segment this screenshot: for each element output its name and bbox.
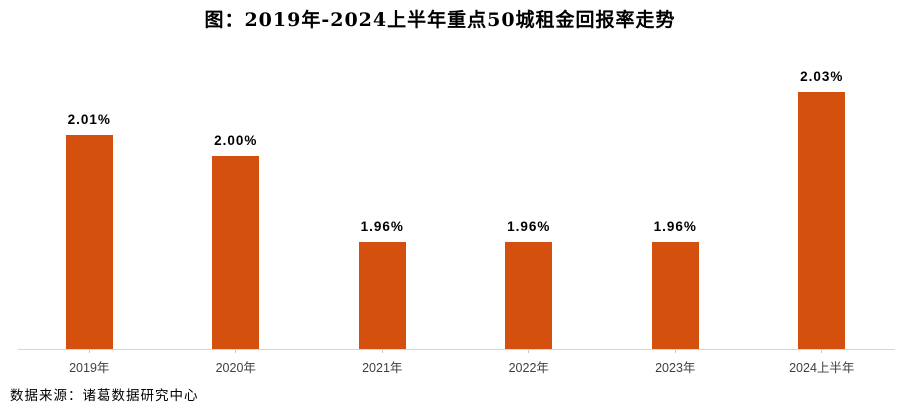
x-axis-slot: 2021年 (309, 350, 456, 376)
bar (212, 156, 260, 349)
x-axis-row: 2019年 2020年 2021年 2022年 2023年 2024上半年 (16, 350, 895, 376)
chart-title: 图：2019年-2024上半年重点50城租金回报率走势 (204, 9, 676, 31)
x-axis-tick (528, 350, 530, 353)
x-axis-label: 2023年 (655, 361, 696, 375)
x-axis-tick (821, 350, 823, 353)
bar (798, 91, 846, 349)
x-axis-label: 2022年 (508, 361, 549, 375)
bar-slot: 2.00% (163, 60, 310, 349)
bar-value-label: 1.96% (653, 218, 697, 234)
x-axis-line (18, 349, 895, 350)
bar (651, 241, 699, 349)
x-axis-slot: 2024上半年 (749, 350, 896, 376)
x-axis-slot: 2020年 (163, 350, 310, 376)
bar-slot: 1.96% (309, 60, 456, 349)
bar-value-label: 1.96% (360, 218, 404, 234)
bar-slot: 2.01% (16, 60, 163, 349)
x-axis-slot: 2023年 (602, 350, 749, 376)
x-axis-label: 2019年 (69, 361, 110, 375)
bar-value-label: 2.01% (67, 111, 111, 127)
bar-value-label: 2.00% (214, 133, 258, 149)
source-note: 数据来源：诸葛数据研究中心 (10, 388, 199, 404)
bar (358, 241, 406, 349)
bar-value-label: 1.96% (507, 218, 551, 234)
bar (65, 134, 113, 349)
plot-area: 2.01% 2.00% 1.96% 1.96% 1.96% 2.03% (16, 60, 895, 349)
x-axis-tick (381, 350, 383, 353)
bar (505, 241, 553, 349)
x-axis-tick (88, 350, 90, 353)
x-axis-slot: 2019年 (16, 350, 163, 376)
bar-slot: 1.96% (456, 60, 603, 349)
x-axis-label: 2021年 (362, 361, 403, 375)
x-axis-label: 2020年 (215, 361, 256, 375)
x-axis-tick (235, 350, 237, 353)
x-axis-slot: 2022年 (456, 350, 603, 376)
x-axis-tick (674, 350, 676, 353)
bar-value-label: 2.03% (800, 68, 844, 84)
bar-slot: 1.96% (602, 60, 749, 349)
bar-slot: 2.03% (749, 60, 896, 349)
x-axis-label: 2024上半年 (789, 361, 855, 375)
